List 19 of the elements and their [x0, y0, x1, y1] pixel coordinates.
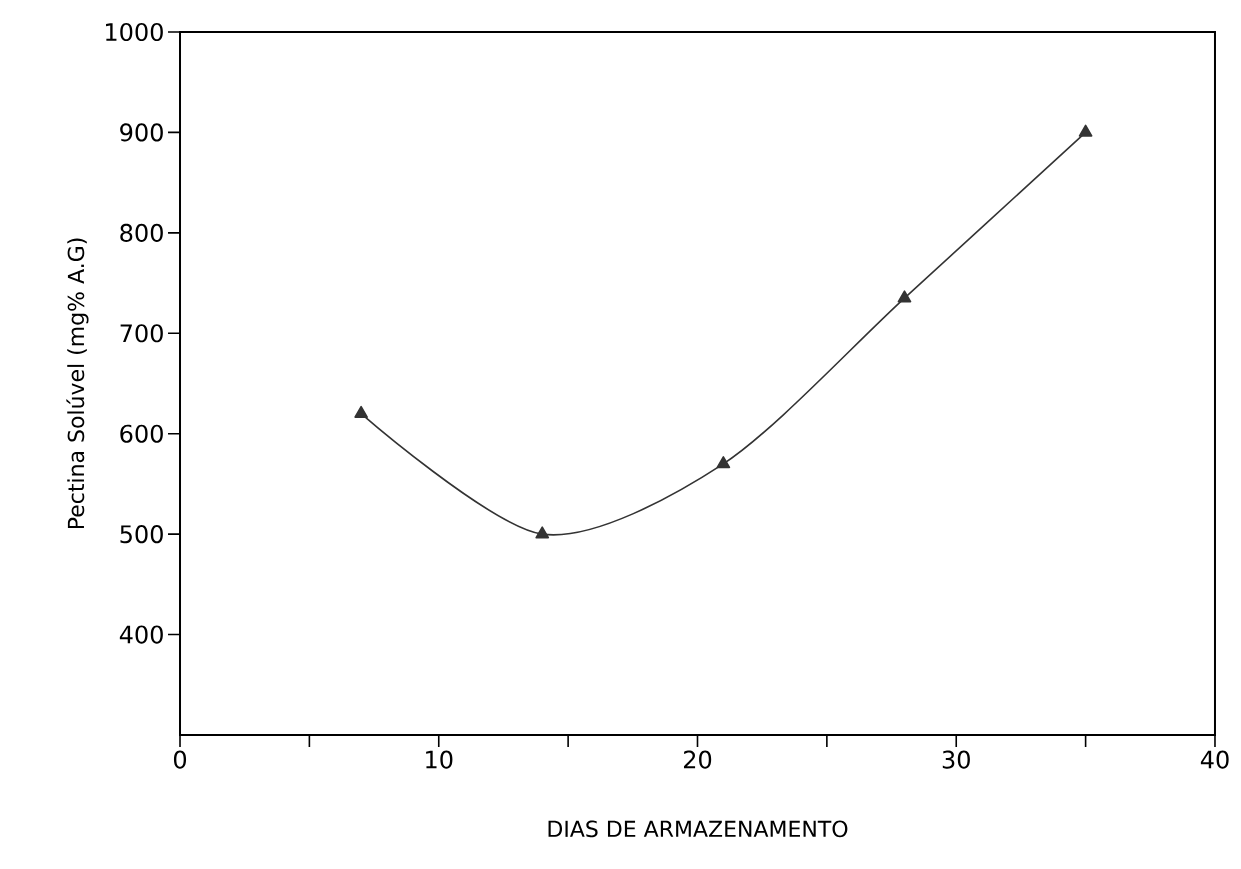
x-tick-label: 20 — [683, 750, 712, 769]
y-tick-label: 600 — [120, 424, 163, 443]
x-tick-label: 30 — [942, 750, 970, 769]
point — [354, 405, 368, 418]
point — [897, 290, 912, 303]
y-tick-label: 500 — [120, 525, 163, 544]
x-tick-label: 0 — [173, 750, 187, 769]
y-axis-title: Pectina Solúvel (mg% A.G) — [66, 238, 89, 529]
y-tick-label: 800 — [120, 223, 163, 242]
x-tick-label: 10 — [426, 750, 453, 769]
point — [1078, 124, 1093, 137]
point — [535, 526, 550, 539]
x-axis-title: DIAS DE ARMAZENAMENTO — [548, 820, 848, 838]
y-tick-label: 700 — [120, 324, 163, 343]
point — [716, 456, 731, 469]
y-tick-label: 1000 — [106, 22, 163, 42]
y-tick-label: 400 — [119, 625, 163, 644]
x-tick-label: 40 — [1200, 750, 1229, 769]
y-tick-label: 900 — [120, 123, 163, 142]
